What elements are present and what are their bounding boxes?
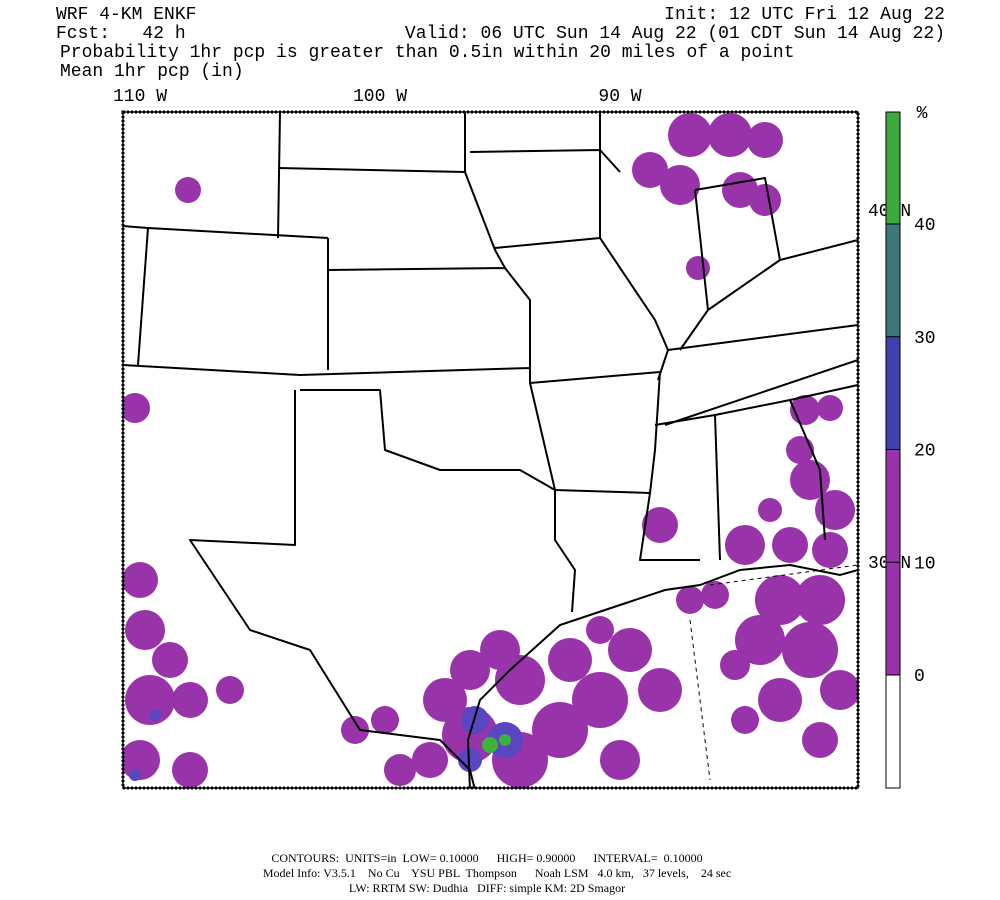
colorbar-segment	[886, 112, 900, 224]
colorbar-segment	[886, 449, 900, 563]
colorbar-tick-label: 0	[914, 667, 925, 687]
colorbar-tick-label: 20	[914, 442, 936, 462]
field-title: Probability 1hr pcp is greater than 0.5i…	[60, 43, 795, 63]
forecast-hour: Fcst: 42 h	[56, 24, 186, 44]
colorbar-tick-label: 10	[914, 554, 936, 574]
model-title: WRF 4-KM ENKF	[56, 5, 196, 25]
offshore-boundary	[689, 564, 858, 781]
lon-label: 100 W	[353, 87, 407, 107]
footer-line: LW: RRTM SW: Dudhia DIFF: simple KM: 2D …	[349, 881, 625, 895]
footer-line: CONTOURS: UNITS=in LOW= 0.10000 HIGH= 0.…	[271, 851, 702, 865]
precip-area-max	[482, 734, 511, 753]
colorbar-segment	[886, 336, 900, 450]
map	[123, 112, 858, 788]
colorbar-segment	[886, 675, 900, 788]
state-boundary	[123, 112, 858, 788]
init-time: Init: 12 UTC Fri 12 Aug 22	[664, 5, 945, 25]
colorbar: % 0 10 20 30 40	[885, 104, 936, 789]
lon-label: 90 W	[598, 87, 641, 107]
lon-label: 110 W	[113, 87, 167, 107]
colorbar-segment	[886, 562, 900, 675]
colorbar-tick-label: 40	[914, 216, 936, 236]
valid-time: Valid: 06 UTC Sun 14 Aug 22 (01 CDT Sun …	[405, 24, 945, 44]
coastline	[466, 563, 858, 788]
precip-area	[123, 113, 858, 788]
footer-line: Model Info: V3.5.1 No Cu YSU PBL Thompso…	[263, 866, 731, 880]
map-border	[122, 111, 859, 789]
colorbar-tick-label: 30	[914, 329, 936, 349]
colorbar-unit: %	[917, 104, 928, 124]
colorbar-segment	[886, 224, 900, 337]
overlay-title: Mean 1hr pcp (in)	[60, 62, 244, 82]
